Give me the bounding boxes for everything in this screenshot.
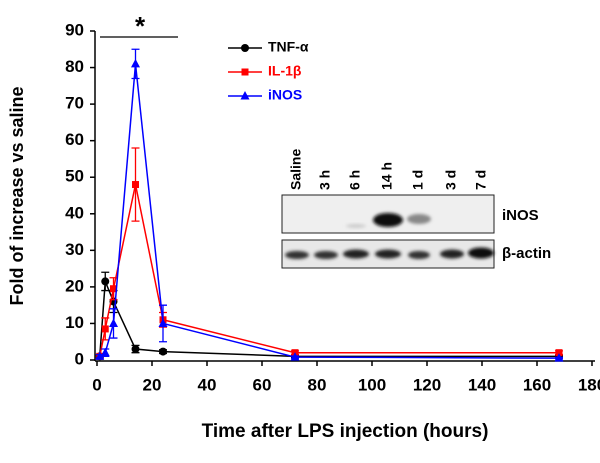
x-tick-label: 120 [413,375,441,394]
data-point [110,285,117,293]
data-point [131,58,140,68]
legend-label: TNF-α [268,39,309,55]
blot-band [314,251,338,259]
row-label: β-actin [502,245,551,262]
data-point [131,345,140,354]
blot-band [285,251,309,259]
x-tick-label: 180 [578,375,600,394]
lane-label: 3 h [317,170,333,190]
blot-band [440,249,464,259]
legend-label: iNOS [268,87,302,103]
y-tick-label: 10 [65,313,84,332]
x-tick-label: 20 [143,375,162,394]
x-tick-label: 100 [358,375,386,394]
lane-label: Saline [288,149,304,190]
series-line [99,281,559,358]
data-point [158,318,168,327]
data-point [100,347,110,357]
x-tick-label: 80 [308,375,327,394]
lane-label: 1 d [410,170,426,190]
blot-band [408,251,430,259]
lane-label: 7 d [473,170,489,190]
blot-band [346,224,366,228]
row-label: iNOS [502,207,539,224]
data-point [109,318,118,327]
lane-label: 14 h [379,162,395,190]
blot-band [375,249,401,259]
y-tick-label: 70 [65,94,84,113]
legend-label: IL-1β [268,63,302,79]
lane-label: 3 d [443,170,459,190]
y-tick-label: 80 [65,57,84,76]
annotation: * [135,11,146,41]
y-tick-label: 0 [75,349,84,368]
y-tick-label: 20 [65,276,84,295]
legend-marker [240,91,250,100]
western-blot-inset [281,194,495,269]
x-tick-label: 60 [253,375,272,394]
x-axis-label: Time after LPS injection (hours) [202,421,489,442]
blot-band [373,213,403,227]
data-point [101,277,110,286]
data-point [159,347,167,356]
x-tick-label: 40 [198,375,217,394]
blot-band [343,249,369,259]
data-point [132,181,139,189]
data-point [555,349,563,357]
lane-label: 6 h [347,170,363,190]
x-tick-label: 140 [468,375,496,394]
y-tick-label: 30 [65,240,84,259]
x-tick-label: 0 [92,375,101,394]
data-point [95,351,105,360]
data-point [101,325,109,333]
legend-marker [241,68,249,76]
y-tick-label: 60 [65,130,84,149]
blot-band [407,214,431,224]
y-tick-label: 50 [65,167,84,186]
y-tick-label: 40 [65,203,84,222]
x-tick-label: 160 [523,375,551,394]
y-axis-label: Fold of increase vs saline [7,86,27,305]
data-point [290,352,300,361]
blot-band [468,247,494,259]
legend-marker [241,44,249,52]
y-tick-label: 90 [65,20,84,39]
data-point [554,353,564,362]
